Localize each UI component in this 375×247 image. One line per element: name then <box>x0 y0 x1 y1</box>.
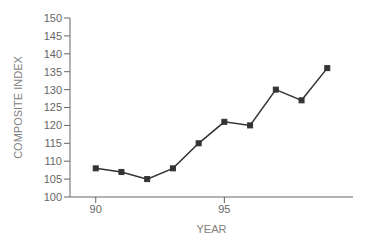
svg-text:100: 100 <box>44 191 62 203</box>
svg-text:110: 110 <box>44 155 62 167</box>
svg-text:95: 95 <box>218 203 230 215</box>
svg-text:140: 140 <box>44 48 62 60</box>
svg-text:YEAR: YEAR <box>197 223 227 235</box>
svg-text:135: 135 <box>44 66 62 78</box>
svg-text:145: 145 <box>44 30 62 42</box>
svg-text:120: 120 <box>44 119 62 131</box>
svg-text:COMPOSITE INDEX: COMPOSITE INDEX <box>12 56 24 159</box>
svg-text:130: 130 <box>44 84 62 96</box>
svg-text:150: 150 <box>44 12 62 24</box>
svg-text:115: 115 <box>44 137 62 149</box>
svg-text:90: 90 <box>90 203 102 215</box>
svg-text:105: 105 <box>44 173 62 185</box>
svg-text:125: 125 <box>44 101 62 113</box>
